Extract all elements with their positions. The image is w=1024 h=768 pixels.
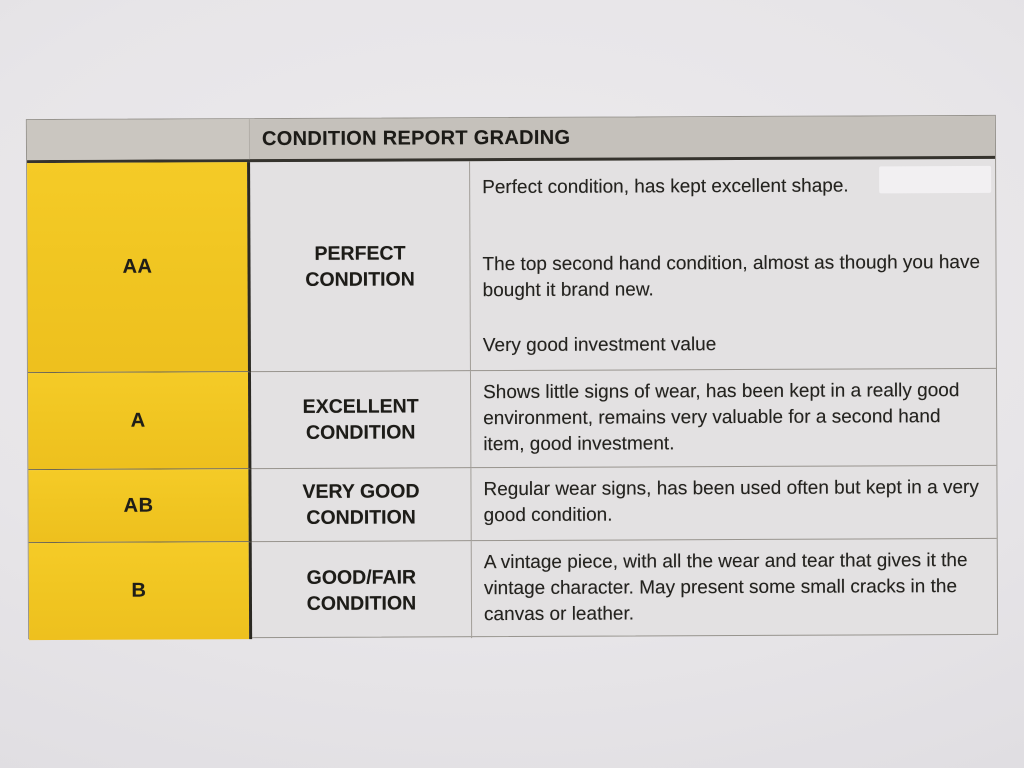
condition-cell-good-fair: GOOD/FAIR CONDITION: [251, 541, 473, 640]
description-paragraph: Shows little signs of wear, has been kep…: [483, 380, 960, 456]
grade-label: AA: [122, 255, 153, 278]
description-paragraph: A vintage piece, with all the wear and t…: [483, 550, 968, 626]
description-cell-ab: Regular wear signs, has been used often …: [471, 465, 997, 542]
grade-label: A: [130, 409, 146, 432]
condition-label: VERY GOOD CONDITION: [302, 480, 420, 529]
table-header-row: CONDITION REPORT GRADING: [26, 115, 996, 164]
grade-cell-ab: AB: [28, 469, 252, 544]
condition-grading-table: CONDITION REPORT GRADING AA PERFECT COND…: [25, 114, 999, 641]
description-paragraph: Very good investment value: [482, 334, 717, 357]
grade-label: B: [131, 579, 147, 602]
grade-cell-aa: AA: [27, 162, 251, 374]
description-cell-a: Shows little signs of wear, has been kep…: [470, 368, 997, 469]
description-paragraph: The top second hand condition, almost as…: [482, 251, 981, 302]
description-cell-aa: Perfect condition, has kept excellent sh…: [470, 158, 996, 372]
condition-label: PERFECT CONDITION: [305, 241, 415, 291]
condition-cell-very-good: VERY GOOD CONDITION: [251, 468, 472, 543]
description-paragraph: Regular wear signs, has been used often …: [483, 476, 979, 527]
condition-cell-excellent: EXCELLENT CONDITION: [250, 371, 472, 470]
description-cell-b: A vintage piece, with all the wear and t…: [472, 539, 997, 638]
grade-label: AB: [123, 494, 154, 517]
grade-cell-a: A: [27, 372, 252, 471]
condition-label: GOOD/FAIR CONDITION: [306, 565, 417, 615]
table-title: CONDITION REPORT GRADING: [261, 126, 571, 150]
condition-label: EXCELLENT CONDITION: [302, 395, 419, 444]
condition-cell-perfect: PERFECT CONDITION: [250, 161, 471, 373]
grade-cell-b: B: [28, 542, 253, 641]
correction-tape-patch: [879, 165, 992, 194]
header-grade-column-spacer: [26, 119, 251, 161]
